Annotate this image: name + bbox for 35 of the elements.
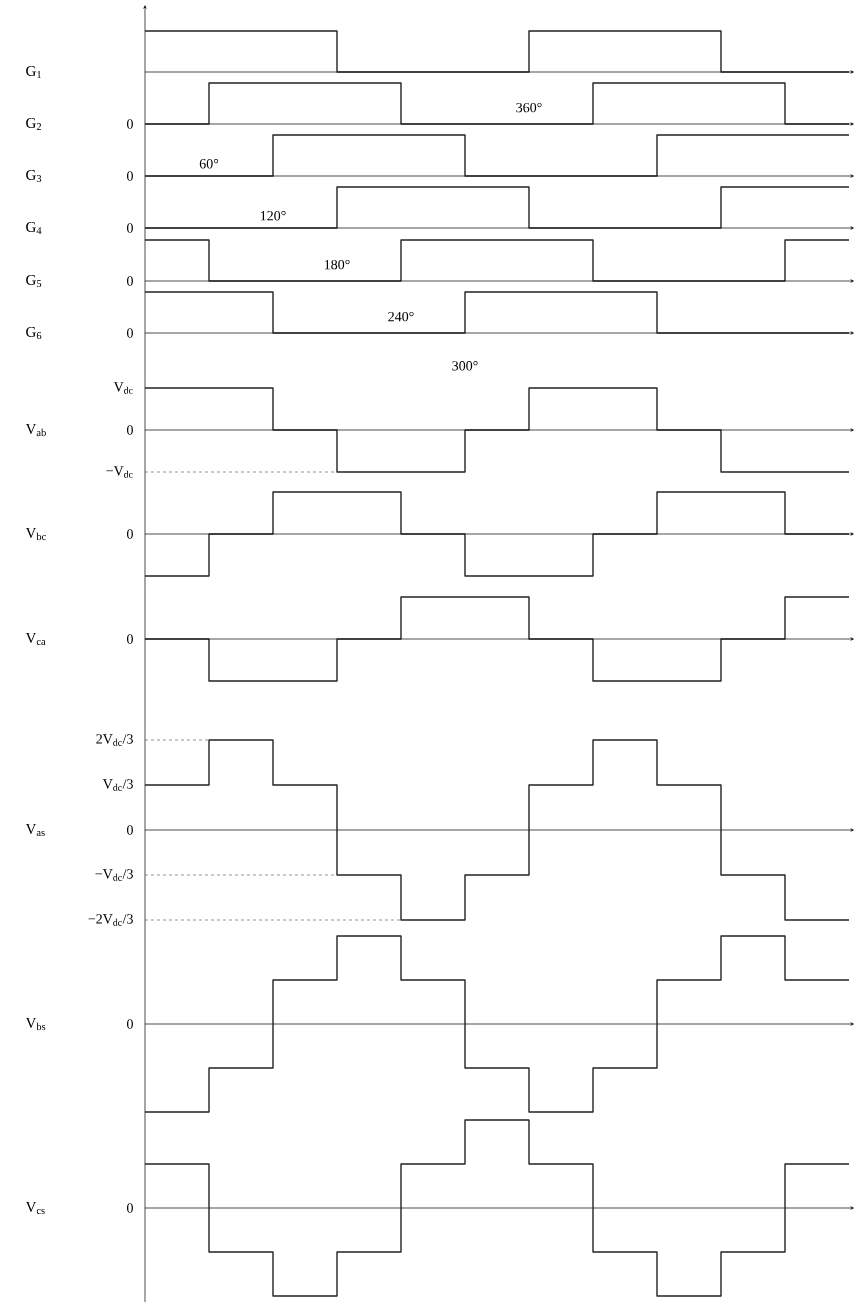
text: −V$_{dc}$: [106, 466, 133, 478]
text: 300°: [452, 361, 478, 371]
y-axis-title: V$_{bs}$: [25, 1017, 46, 1031]
y-axis-title: G$_{2}$: [26, 117, 42, 131]
y-axis-title: V$_{ca}$: [25, 632, 46, 646]
text: 0: [127, 328, 133, 338]
y-axis-title: G$_{6}$: [26, 326, 42, 340]
y-axis-title: G$_{1}$: [26, 65, 41, 79]
text: 0: [127, 276, 133, 286]
text: 2V$_{dc}$/3: [96, 734, 133, 746]
text: 0: [127, 1203, 133, 1213]
text: 0: [127, 425, 133, 435]
annotation: 60°: [199, 158, 219, 169]
annotation: 180°: [324, 259, 350, 270]
y-axis-title: G$_{4}$: [26, 221, 42, 235]
text: 0: [127, 825, 133, 835]
y-axis-title: V$_{as}$: [25, 823, 45, 837]
y-axis-title: V$_{bc}$: [25, 527, 46, 541]
text: −V$_{dc}$/3: [95, 869, 133, 881]
text: 0: [127, 634, 133, 644]
text: 0: [127, 171, 133, 181]
annotation: 240°: [388, 311, 414, 322]
text: 0: [127, 529, 133, 539]
y-axis-title: G$_{3}$: [26, 169, 42, 183]
y-axis-title: G$_{5}$: [26, 274, 42, 288]
annotation: 120°: [260, 210, 286, 221]
y-axis-title: V$_{ab}$: [25, 423, 46, 437]
text: 0: [127, 119, 133, 129]
text: 0: [127, 223, 133, 233]
text: 0: [127, 1019, 133, 1029]
text: V$_{dc}$: [113, 382, 133, 394]
text: V$_{dc}$/3: [102, 779, 133, 791]
text: −2V$_{dc}$/3: [88, 914, 133, 926]
annotation: 360°: [516, 102, 542, 113]
y-axis-title: V$_{cs}$: [25, 1201, 45, 1215]
